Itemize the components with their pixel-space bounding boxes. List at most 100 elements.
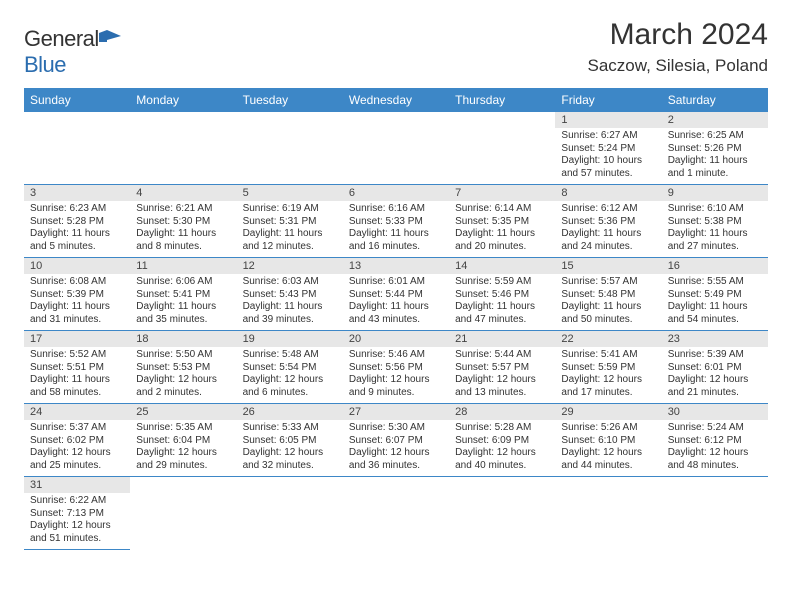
sunset: Sunset: 7:13 PM	[30, 508, 124, 521]
sunrise: Sunrise: 6:27 AM	[561, 130, 655, 143]
dow-sat: Saturday	[662, 88, 768, 112]
sunrise: Sunrise: 6:25 AM	[668, 130, 762, 143]
sunset: Sunset: 5:46 PM	[455, 289, 549, 302]
day-number: 22	[555, 331, 661, 348]
dow-thu: Thursday	[449, 88, 555, 112]
week-daynum-row: 24252627282930	[24, 404, 768, 421]
sunrise: Sunrise: 6:23 AM	[30, 203, 124, 216]
daylight: Daylight: 11 hours and 5 minutes.	[30, 228, 124, 253]
daylight: Daylight: 12 hours and 21 minutes.	[668, 374, 762, 399]
sunrise: Sunrise: 6:22 AM	[30, 495, 124, 508]
day-cell: Sunrise: 6:23 AMSunset: 5:28 PMDaylight:…	[24, 201, 130, 258]
day-number	[449, 112, 555, 128]
sunrise: Sunrise: 5:44 AM	[455, 349, 549, 362]
week-daynum-row: 17181920212223	[24, 331, 768, 348]
day-number: 20	[343, 331, 449, 348]
day-number	[130, 112, 236, 128]
day-cell: Sunrise: 5:59 AMSunset: 5:46 PMDaylight:…	[449, 274, 555, 331]
sunset: Sunset: 6:02 PM	[30, 435, 124, 448]
day-data: Sunrise: 6:14 AMSunset: 5:35 PMDaylight:…	[449, 201, 555, 257]
daylight: Daylight: 12 hours and 9 minutes.	[349, 374, 443, 399]
sunrise: Sunrise: 5:30 AM	[349, 422, 443, 435]
sunrise: Sunrise: 6:03 AM	[243, 276, 337, 289]
sunset: Sunset: 5:56 PM	[349, 362, 443, 375]
day-cell	[449, 128, 555, 185]
day-cell	[237, 128, 343, 185]
day-cell: Sunrise: 5:28 AMSunset: 6:09 PMDaylight:…	[449, 420, 555, 477]
day-cell: Sunrise: 6:12 AMSunset: 5:36 PMDaylight:…	[555, 201, 661, 258]
day-number: 18	[130, 331, 236, 348]
daylight: Daylight: 12 hours and 44 minutes.	[561, 447, 655, 472]
day-number: 23	[662, 331, 768, 348]
day-cell: Sunrise: 6:06 AMSunset: 5:41 PMDaylight:…	[130, 274, 236, 331]
day-number	[24, 112, 130, 128]
day-data: Sunrise: 6:23 AMSunset: 5:28 PMDaylight:…	[24, 201, 130, 257]
day-cell: Sunrise: 6:16 AMSunset: 5:33 PMDaylight:…	[343, 201, 449, 258]
sunrise: Sunrise: 6:14 AM	[455, 203, 549, 216]
day-number	[343, 112, 449, 128]
day-data: Sunrise: 6:08 AMSunset: 5:39 PMDaylight:…	[24, 274, 130, 330]
daylight: Daylight: 11 hours and 1 minute.	[668, 155, 762, 180]
daylight: Daylight: 12 hours and 40 minutes.	[455, 447, 549, 472]
day-cell: Sunrise: 6:22 AMSunset: 7:13 PMDaylight:…	[24, 493, 130, 550]
day-number: 1	[555, 112, 661, 128]
day-data: Sunrise: 6:19 AMSunset: 5:31 PMDaylight:…	[237, 201, 343, 257]
brand-logo: GeneralBlue	[24, 26, 121, 78]
sunrise: Sunrise: 5:28 AM	[455, 422, 549, 435]
day-number: 26	[237, 404, 343, 421]
daylight: Daylight: 11 hours and 54 minutes.	[668, 301, 762, 326]
day-data: Sunrise: 5:28 AMSunset: 6:09 PMDaylight:…	[449, 420, 555, 476]
daylight: Daylight: 12 hours and 2 minutes.	[136, 374, 230, 399]
sunrise: Sunrise: 6:16 AM	[349, 203, 443, 216]
day-number: 4	[130, 185, 236, 202]
sunset: Sunset: 5:51 PM	[30, 362, 124, 375]
week-data-row: Sunrise: 6:08 AMSunset: 5:39 PM Daylight:…	[24, 274, 768, 331]
day-cell: Sunrise: 6:14 AMSunset: 5:35 PMDaylight:…	[449, 201, 555, 258]
day-data: Sunrise: 5:57 AMSunset: 5:48 PMDaylight:…	[555, 274, 661, 330]
day-data: Sunrise: 6:21 AMSunset: 5:30 PMDaylight:…	[130, 201, 236, 257]
day-data: Sunrise: 6:01 AMSunset: 5:44 PMDaylight:…	[343, 274, 449, 330]
daylight: Daylight: 11 hours and 58 minutes.	[30, 374, 124, 399]
day-number	[555, 477, 661, 494]
sunset: Sunset: 5:57 PM	[455, 362, 549, 375]
daylight: Daylight: 12 hours and 6 minutes.	[243, 374, 337, 399]
brand-name-b: Blue	[24, 52, 66, 77]
daylight: Daylight: 11 hours and 39 minutes.	[243, 301, 337, 326]
day-cell	[24, 128, 130, 185]
sunset: Sunset: 5:28 PM	[30, 216, 124, 229]
day-data: Sunrise: 5:24 AMSunset: 6:12 PMDaylight:…	[662, 420, 768, 476]
day-data: Sunrise: 5:26 AMSunset: 6:10 PMDaylight:…	[555, 420, 661, 476]
day-cell: Sunrise: 6:10 AMSunset: 5:38 PMDaylight:…	[662, 201, 768, 258]
sunrise: Sunrise: 5:59 AM	[455, 276, 549, 289]
day-data: Sunrise: 6:27 AMSunset: 5:24 PMDaylight:…	[555, 128, 661, 184]
day-number: 27	[343, 404, 449, 421]
week-data-row: Sunrise: 6:23 AMSunset: 5:28 PMDaylight:…	[24, 201, 768, 258]
sunset: Sunset: 5:31 PM	[243, 216, 337, 229]
day-number: 6	[343, 185, 449, 202]
sunset: Sunset: 5:43 PM	[243, 289, 337, 302]
day-data: Sunrise: 5:48 AMSunset: 5:54 PMDaylight:…	[237, 347, 343, 403]
day-data: Sunrise: 5:46 AMSunset: 5:56 PMDaylight:…	[343, 347, 449, 403]
day-data: Sunrise: 5:30 AMSunset: 6:07 PMDaylight:…	[343, 420, 449, 476]
day-data: Sunrise: 6:06 AMSunset: 5:41 PMDaylight:…	[130, 274, 236, 330]
sunset: Sunset: 5:24 PM	[561, 143, 655, 156]
day-cell: Sunrise: 5:30 AMSunset: 6:07 PMDaylight:…	[343, 420, 449, 477]
sunrise: Sunrise: 6:21 AM	[136, 203, 230, 216]
sunrise: Sunrise: 6:08 AM	[30, 276, 124, 289]
sunset: Sunset: 5:26 PM	[668, 143, 762, 156]
daylight: Daylight: 11 hours and 16 minutes.	[349, 228, 443, 253]
sunset: Sunset: 6:07 PM	[349, 435, 443, 448]
day-cell: Sunrise: 5:26 AMSunset: 6:10 PMDaylight:…	[555, 420, 661, 477]
daylight: Daylight: 12 hours and 48 minutes.	[668, 447, 762, 472]
sunset: Sunset: 5:48 PM	[561, 289, 655, 302]
day-cell: Sunrise: 6:19 AMSunset: 5:31 PMDaylight:…	[237, 201, 343, 258]
page-title: March 2024	[588, 18, 769, 52]
sunset: Sunset: 5:39 PM	[30, 289, 124, 302]
week-daynum-row: 12	[24, 112, 768, 128]
daylight: Daylight: 11 hours and 8 minutes.	[136, 228, 230, 253]
day-data: Sunrise: 5:44 AMSunset: 5:57 PMDaylight:…	[449, 347, 555, 403]
sunrise: Sunrise: 6:10 AM	[668, 203, 762, 216]
day-data: Sunrise: 6:10 AMSunset: 5:38 PMDaylight:…	[662, 201, 768, 257]
day-cell	[662, 493, 768, 550]
brand-name-a: General	[24, 26, 99, 51]
